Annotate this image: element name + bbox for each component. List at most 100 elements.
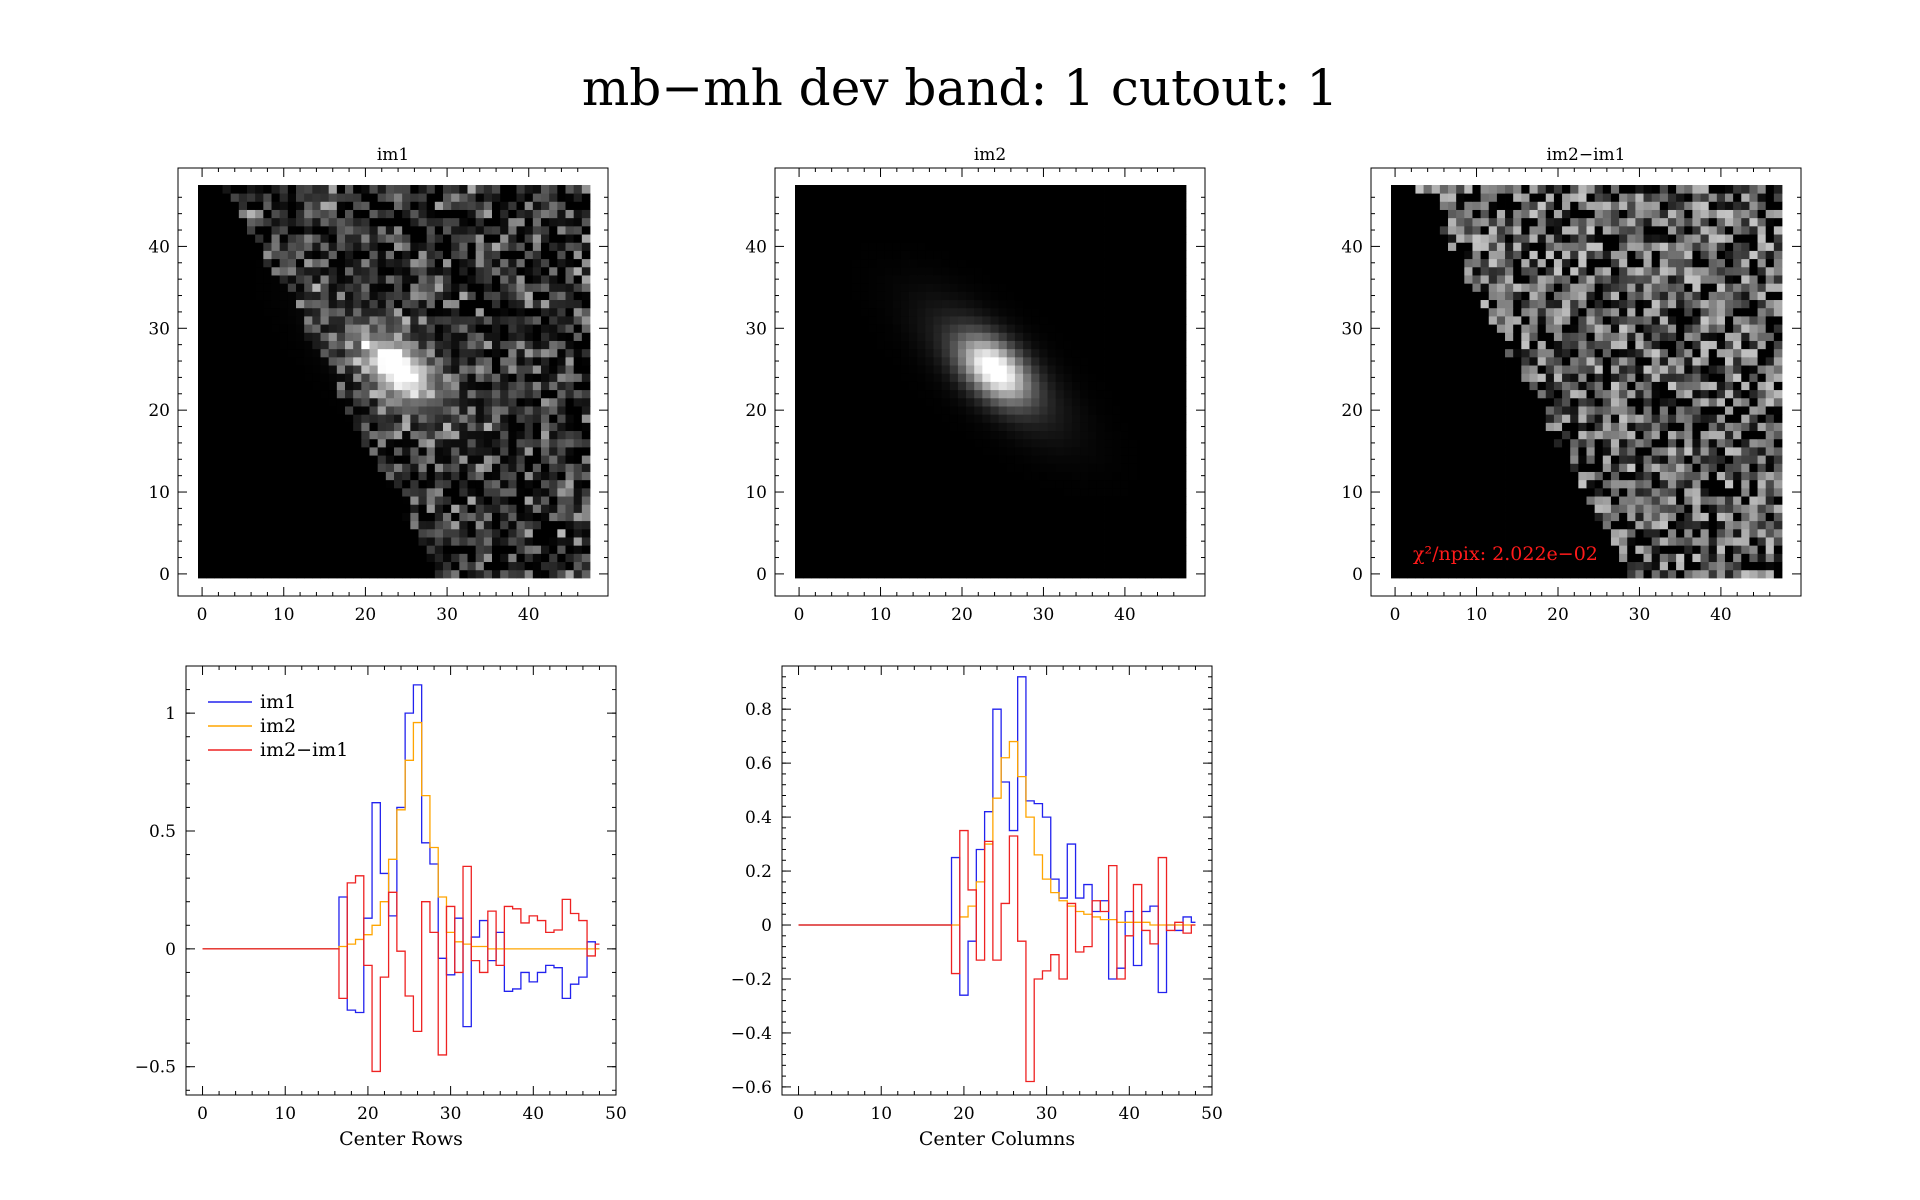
pixel (884, 365, 894, 374)
pixel (803, 422, 812, 432)
pixel (304, 463, 313, 472)
pixel (385, 266, 395, 276)
pixel (410, 185, 419, 194)
pixel (843, 340, 853, 350)
pixel (795, 258, 804, 268)
pixel (982, 381, 991, 391)
pixel (998, 266, 1008, 276)
pixel (1537, 569, 1547, 579)
pixel (1112, 217, 1122, 227)
pixel (1023, 307, 1032, 317)
pixel (377, 569, 387, 579)
pixel (1071, 242, 1081, 251)
pixel (467, 438, 477, 448)
pixel (892, 348, 902, 358)
pixel (524, 234, 534, 243)
pixel (974, 438, 983, 448)
pixel (492, 185, 501, 194)
pixel (345, 389, 354, 399)
pixel (1039, 291, 1048, 301)
pixel (1112, 545, 1122, 554)
pixel (255, 422, 264, 432)
pixel (900, 545, 910, 554)
pixel (394, 553, 403, 563)
pixel (524, 324, 534, 333)
pixel (475, 250, 485, 260)
pixel (852, 487, 861, 497)
pixel (573, 275, 583, 284)
pixel (410, 561, 419, 571)
pixel (1104, 528, 1114, 538)
pixel (549, 201, 558, 210)
pixel (933, 307, 943, 317)
pixel (287, 512, 297, 522)
pixel (1096, 217, 1105, 227)
pixel (443, 242, 452, 251)
pixel (1120, 225, 1130, 235)
pixel (990, 545, 1000, 554)
pixel (1137, 340, 1146, 350)
pixel (402, 258, 411, 268)
pixel (451, 496, 460, 505)
pixel (410, 291, 419, 301)
pixel (328, 512, 338, 522)
pixel (1047, 373, 1057, 382)
pixel (1104, 340, 1114, 350)
pixel (1039, 512, 1048, 522)
pixel (369, 389, 379, 399)
pixel (843, 537, 853, 546)
pixel (811, 316, 820, 325)
pixel (892, 520, 902, 530)
pixel (198, 242, 207, 251)
pixel (524, 520, 534, 530)
pixel (1031, 225, 1040, 235)
pixel (1513, 545, 1522, 554)
pixel (361, 283, 370, 292)
pixel (328, 479, 338, 489)
pixel (549, 553, 558, 563)
pixel (1177, 504, 1187, 513)
pixel (426, 512, 436, 522)
pixel (508, 487, 517, 497)
pixel (206, 496, 215, 505)
pixel (1047, 512, 1057, 522)
pixel (238, 479, 248, 489)
pixel (1104, 299, 1114, 309)
pixel (573, 397, 583, 407)
pixel (1496, 561, 1506, 571)
pixel (1153, 242, 1162, 251)
pixel (410, 340, 419, 350)
pixel (467, 520, 477, 530)
pixel (949, 299, 959, 309)
pixel (434, 569, 444, 579)
pixel (565, 234, 575, 243)
pixel (312, 447, 321, 456)
pixel (974, 234, 983, 243)
pixel (1128, 528, 1138, 538)
pixel (581, 209, 591, 219)
pixel (508, 283, 517, 292)
pixel (1513, 569, 1522, 579)
pixel (361, 545, 370, 554)
pixel (827, 389, 837, 399)
pixel (443, 414, 452, 423)
pixel (974, 561, 983, 571)
pixel (402, 365, 411, 374)
pixel (369, 250, 379, 260)
pixel (394, 504, 403, 513)
pixel (271, 332, 281, 341)
pixel (1031, 316, 1040, 325)
pixel (524, 414, 534, 423)
pixel (1080, 193, 1089, 202)
pixel (1071, 561, 1081, 571)
pixel (949, 447, 959, 456)
pixel (557, 291, 566, 301)
pixel (214, 356, 223, 366)
pixel (222, 455, 232, 464)
y-tick-label: 30 (745, 319, 767, 339)
pixel (345, 258, 354, 268)
pixel (1578, 561, 1587, 571)
y-tick-label: 10 (148, 483, 170, 503)
pixel (296, 275, 305, 284)
pixel (1014, 397, 1024, 407)
